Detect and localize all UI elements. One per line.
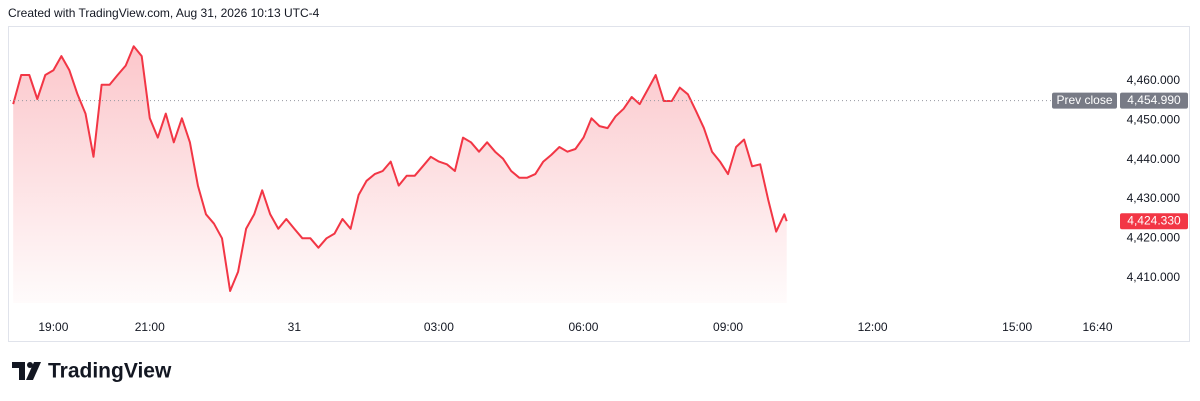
x-tick-label: 15:00: [1002, 320, 1032, 334]
brand-name: TradingView: [48, 360, 172, 383]
x-tick-label: 12:00: [858, 320, 888, 334]
y-tick-label: 4,420.000: [1127, 230, 1181, 244]
y-tick-label: 4,410.000: [1127, 270, 1181, 284]
x-tick-label: 21:00: [135, 320, 165, 334]
header: Created with TradingView.com, Aug 31, 20…: [8, 6, 320, 20]
x-tick-label: 06:00: [568, 320, 598, 334]
y-tick-label: 4,450.000: [1127, 112, 1181, 126]
x-tick-label: 16:40: [1082, 320, 1112, 334]
y-tick-label: 4,440.000: [1127, 152, 1181, 166]
price-line: [12, 45, 788, 292]
prev-close-name: Prev close: [1056, 93, 1112, 107]
x-tick-label: 31: [288, 320, 302, 334]
last-price-value: 4,424.330: [1127, 213, 1181, 227]
prev-close-tag: [1052, 92, 1117, 109]
brand-logo: [12, 362, 41, 380]
last-price-tag: [1120, 213, 1188, 230]
chart-frame: [8, 26, 1190, 342]
x-tick-label: 09:00: [713, 320, 743, 334]
x-tick-label: 03:00: [424, 320, 454, 334]
y-tick-label: 4,430.000: [1127, 191, 1181, 205]
y-tick-label: 4,460.000: [1127, 73, 1181, 87]
price-area: [13, 46, 787, 304]
x-tick-label: 19:00: [38, 320, 68, 334]
prev-close-value: 4,454.990: [1127, 93, 1181, 107]
prev-close-value-tag: [1120, 92, 1188, 109]
